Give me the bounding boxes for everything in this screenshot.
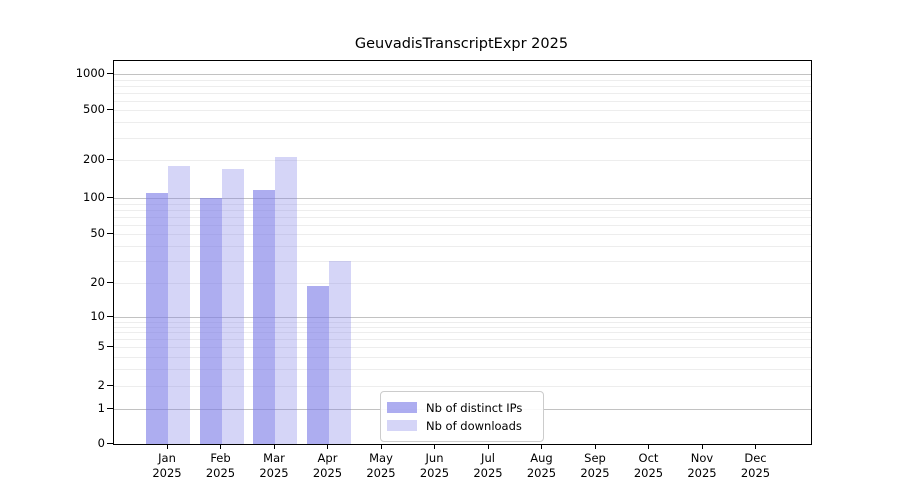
y-axis-tick-label: 20 [90,275,105,289]
legend-item-distinct-ips: Nb of distinct IPs [387,399,535,416]
x-tick-mark [701,444,703,449]
legend: Nb of distinct IPs Nb of downloads [380,391,544,442]
minor-gridline [114,368,811,370]
x-tick-mark [487,444,489,449]
x-tick-mark [327,444,329,449]
y-tick-mark [107,345,113,347]
major-gridline [114,198,811,199]
minor-gridline [114,386,811,387]
bar-distinct-ips-mar [253,190,275,444]
x-tick-mark [220,444,222,449]
x-axis-tick-label: Sep 2025 [580,451,610,480]
y-tick-mark [107,196,113,198]
minor-gridline [114,326,811,328]
bar-downloads-feb [221,168,244,444]
bar-distinct-ips-jan [146,192,168,444]
bar-downloads-apr [328,261,351,444]
y-tick-mark [107,232,113,234]
y-tick-mark [107,281,113,283]
minor-gridline [114,224,811,226]
x-axis-tick-label: May 2025 [366,451,396,480]
x-tick-mark [434,444,436,449]
legend-label-downloads: Nb of downloads [426,418,522,433]
y-axis-tick-label: 500 [83,102,105,116]
y-axis-tick-label: 10 [90,309,105,323]
minor-gridline [114,160,811,161]
bar-downloads-mar [275,157,297,444]
plot-area: Nb of distinct IPs Nb of downloads [113,60,812,445]
x-axis-tick-label: Jun 2025 [419,451,450,480]
y-tick-mark [107,384,113,386]
minor-gridline [114,347,811,348]
y-axis-tick-label: 100 [83,190,105,204]
x-axis-tick-label: Apr 2025 [312,451,343,480]
chart-title: GeuvadisTranscriptExpr 2025 [354,36,569,52]
minor-gridline [114,216,811,218]
x-tick-mark [166,444,168,449]
bar-downloads-jan [168,165,190,444]
y-tick-mark [107,315,113,317]
major-gridline [114,317,811,318]
minor-gridline [114,203,811,205]
y-axis-tick-label: 1000 [75,66,105,80]
x-tick-mark [380,444,382,449]
x-tick-mark [648,444,650,449]
minor-gridline [114,321,811,323]
minor-gridline [114,122,811,124]
x-tick-mark [755,444,757,449]
minor-gridline [114,209,811,211]
x-axis-tick-label: Feb 2025 [205,451,236,480]
minor-gridline [114,245,811,247]
x-tick-mark [594,444,596,449]
y-axis-tick-label: 200 [83,152,105,166]
legend-swatch-distinct-ips [387,402,417,413]
x-tick-mark [273,444,275,449]
x-axis-tick-label: Nov 2025 [687,451,717,480]
x-axis-tick-label: Jul 2025 [473,451,503,480]
bar-distinct-ips-feb [199,198,222,444]
y-tick-mark [107,442,113,444]
legend-item-downloads: Nb of downloads [387,417,535,434]
y-axis-tick-label: 0 [97,436,105,450]
x-axis-tick-label: Aug 2025 [526,451,557,480]
minor-gridline [114,356,811,358]
major-gridline [114,74,811,75]
minor-gridline [114,92,811,94]
y-tick-mark [107,108,113,110]
minor-gridline [114,339,811,341]
x-tick-mark [541,444,543,449]
x-axis-tick-label: Oct 2025 [633,451,664,480]
minor-gridline [114,110,811,111]
minor-gridline [114,283,811,284]
minor-gridline [114,79,811,81]
y-tick-mark [107,158,113,160]
y-axis-tick-label: 50 [90,226,105,240]
minor-gridline [114,332,811,334]
x-axis-tick-label: Dec 2025 [740,451,771,480]
minor-gridline [114,85,811,87]
minor-gridline [114,234,811,235]
minor-gridline [114,100,811,102]
y-tick-mark [107,72,113,74]
y-axis-tick-label: 5 [97,339,105,353]
minor-gridline [114,261,811,263]
x-axis-tick-label: Jan 2025 [152,451,182,480]
legend-swatch-downloads [387,420,417,431]
y-axis-tick-label: 2 [97,378,105,392]
minor-gridline [114,137,811,139]
y-tick-mark [107,407,113,409]
y-axis-tick-label: 1 [97,401,105,415]
bar-distinct-ips-apr [306,285,329,444]
legend-label-distinct-ips: Nb of distinct IPs [426,400,523,415]
x-axis-tick-label: Mar 2025 [259,451,289,480]
